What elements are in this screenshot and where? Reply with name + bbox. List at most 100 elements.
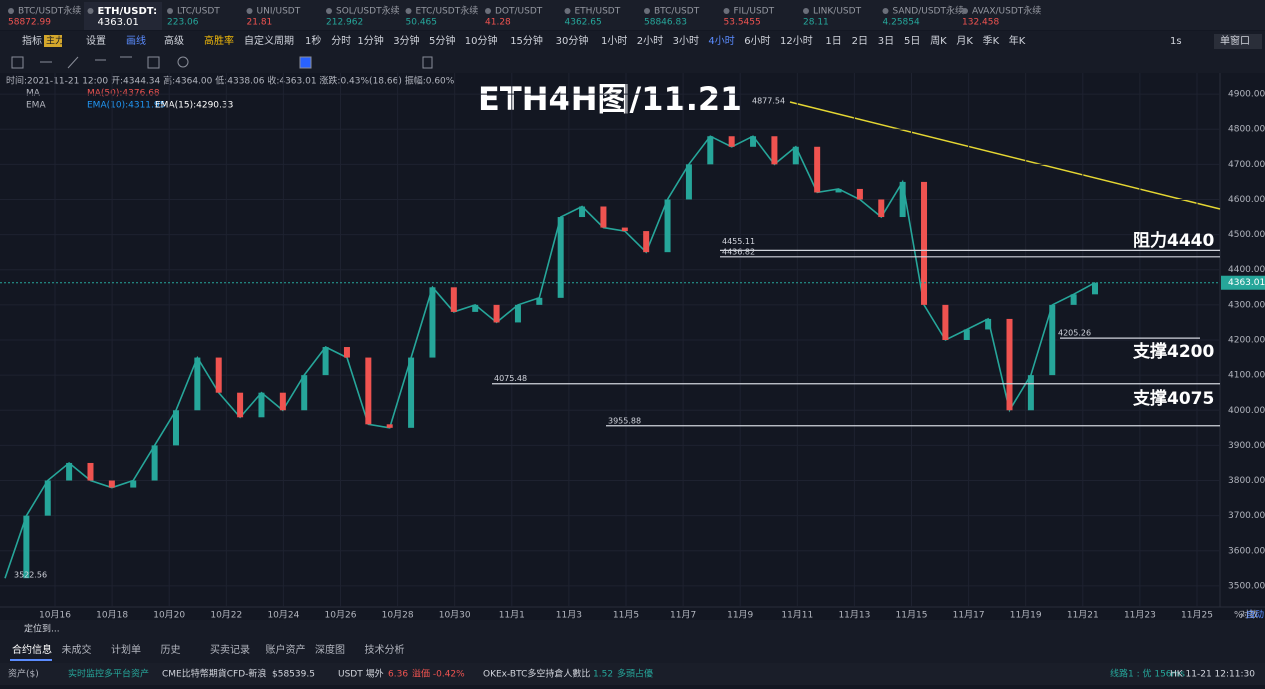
ticker-symbol[interactable]: LINK/USDT — [813, 7, 862, 17]
ticker-symbol[interactable]: BTC/USDT永续 — [18, 5, 81, 17]
interval-button[interactable]: 1秒 — [305, 34, 321, 47]
toolbar-button[interactable]: 1s — [1170, 36, 1182, 47]
ticker-symbol[interactable]: ETH/USDT — [575, 7, 621, 17]
interval-button[interactable]: 4小时 — [708, 35, 734, 47]
candle — [23, 515, 30, 579]
ticker-symbol[interactable]: SOL/USDT永续 — [336, 5, 400, 17]
status-item[interactable]: 实时监控多平台资产 — [68, 668, 149, 680]
axis-option[interactable]: % — [1234, 611, 1243, 621]
interval-button[interactable]: 10分钟 — [465, 34, 498, 47]
ticker-symbol[interactable]: FIL/USDT — [734, 7, 775, 17]
ticker-price: 212.962 — [326, 18, 363, 28]
level-label: 4205.26 — [1058, 329, 1091, 338]
candle — [621, 227, 628, 232]
ticker-symbol[interactable]: SAND/USDT永续 — [893, 5, 964, 17]
interval-button[interactable]: 30分钟 — [556, 34, 589, 47]
annotation: 支撑4200 — [1133, 341, 1214, 362]
tool-icon[interactable] — [11, 56, 24, 69]
ticker-symbol[interactable]: ETH/USDT: — [98, 6, 158, 17]
axis-option[interactable]: 自动 — [1246, 609, 1264, 621]
toolbar-button[interactable]: 高级 — [164, 34, 184, 47]
window-button — [1214, 34, 1262, 49]
toolbar-button[interactable]: 主力 — [46, 35, 64, 47]
ema-value: EMA(10):4311.95 — [87, 101, 165, 111]
candle — [301, 375, 308, 411]
interval-button[interactable]: 2小时 — [637, 35, 663, 47]
tool-icon[interactable] — [299, 56, 312, 69]
candle — [322, 347, 329, 376]
ticker-symbol[interactable]: ETC/USDT永续 — [416, 5, 479, 17]
y-tick-label: 4800.00 — [1228, 125, 1265, 135]
ticker-symbol[interactable]: BTC/USDT — [654, 7, 700, 17]
ticker-symbol[interactable]: LTC/USDT — [177, 7, 220, 17]
tool-icon[interactable] — [147, 56, 160, 69]
candle — [386, 424, 393, 428]
toolbar-button[interactable]: 画线 — [126, 34, 146, 47]
tool-icon[interactable] — [422, 56, 433, 69]
candle — [408, 357, 415, 428]
panel-tab[interactable]: 深度图 — [315, 643, 345, 656]
interval-button[interactable]: 3小时 — [673, 35, 699, 47]
interval-button[interactable]: 周K — [930, 35, 947, 47]
ticker-price: 53.5455 — [724, 18, 761, 28]
toolbar-button[interactable]: 单窗口 — [1220, 34, 1250, 47]
y-tick-label: 3800.00 — [1228, 476, 1265, 486]
interval-button[interactable]: 15分钟 — [510, 34, 543, 47]
tool-icon[interactable] — [67, 56, 79, 69]
interval-button[interactable]: 月K — [956, 35, 973, 47]
y-tick-label: 3600.00 — [1228, 546, 1265, 556]
y-tick-label: 4700.00 — [1228, 160, 1265, 170]
toolbar-button[interactable]: 指标 — [22, 34, 42, 47]
candle — [878, 199, 885, 218]
interval-button[interactable]: 3日 — [878, 36, 894, 47]
ticker-bar — [0, 0, 1265, 30]
toolbar-button[interactable]: 高胜率 — [204, 34, 234, 47]
annotation: 支撑4075 — [1133, 388, 1214, 409]
panel-tab[interactable]: 合约信息 — [12, 643, 52, 656]
x-tick-label: 11月15 — [896, 610, 928, 621]
ticker-icon — [644, 8, 650, 14]
locate-button[interactable]: 定位到... — [24, 623, 60, 635]
candle — [472, 304, 479, 312]
x-tick-label: 11月13 — [838, 610, 870, 621]
panel-tab[interactable]: 未成交 — [62, 643, 92, 656]
interval-button[interactable]: 6小时 — [744, 35, 770, 47]
ticker-icon — [87, 8, 94, 14]
x-tick-label: 10月18 — [96, 610, 128, 621]
interval-button[interactable]: 12小时 — [780, 35, 813, 47]
status-item: 溢価 -0.42% — [412, 668, 465, 680]
candle — [343, 347, 350, 358]
interval-button[interactable]: 2日 — [852, 36, 868, 47]
axis-option[interactable]: 对数 — [1240, 609, 1258, 621]
interval-button[interactable]: 1分钟 — [357, 34, 383, 47]
interval-button[interactable]: 1小时 — [601, 35, 627, 47]
candle — [1092, 282, 1098, 295]
interval-button[interactable]: 5分钟 — [429, 34, 455, 47]
panel-tab[interactable]: 账户资产 — [266, 643, 306, 656]
ticker-symbol[interactable]: DOT/USDT — [495, 7, 543, 17]
panel-tab[interactable]: 买卖记录 — [210, 644, 250, 656]
toolbar-button[interactable]: 自定义周期 — [244, 34, 294, 47]
toolbar-button[interactable]: 设置 — [86, 35, 106, 47]
interval-button[interactable]: 分时 — [331, 35, 351, 47]
ticker-icon — [564, 8, 571, 14]
interval-button[interactable]: 5日 — [904, 36, 920, 47]
interval-button[interactable]: 季K — [983, 35, 1000, 47]
panel-tab[interactable]: 历史 — [161, 644, 181, 656]
interval-button[interactable]: 1日 — [825, 36, 841, 47]
status-item: OKEx-BTC多空持倉人數比 — [483, 668, 590, 680]
tool-icon[interactable] — [177, 56, 189, 68]
ticker-icon — [405, 8, 412, 14]
ticker-symbol[interactable]: UNI/USDT — [257, 7, 301, 17]
panel-tab[interactable]: 计划单 — [111, 643, 141, 656]
last-price-tag — [1221, 275, 1265, 290]
panel-tab[interactable]: 技术分析 — [365, 643, 405, 656]
ticker-icon — [962, 8, 968, 14]
ticker-price: 58846.83 — [644, 18, 687, 28]
interval-button[interactable]: 年K — [1009, 34, 1026, 47]
ticker-symbol[interactable]: AVAX/USDT永续 — [972, 5, 1041, 17]
candle — [942, 304, 949, 340]
interval-button[interactable]: 3分钟 — [393, 34, 419, 47]
candle — [814, 146, 821, 193]
